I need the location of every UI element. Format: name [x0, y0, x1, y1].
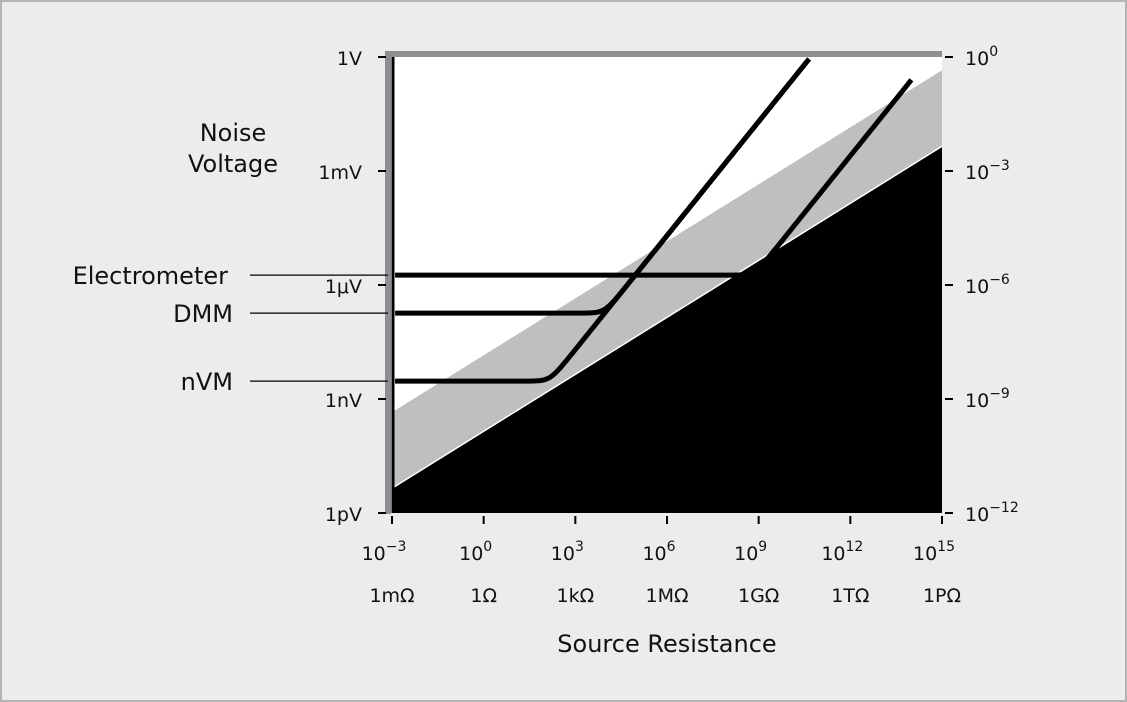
x-tick-label-exponent: 103 — [551, 539, 584, 565]
y-tick-label-right: 10−9 — [965, 386, 1010, 412]
left-axis-bar — [385, 51, 391, 514]
black-noise-floor-region — [392, 146, 942, 514]
y-axis-label-line1: Noise — [200, 119, 267, 147]
series-label-nvm: nVM — [181, 368, 233, 396]
x-tick-label-exponent: 109 — [734, 539, 767, 565]
y-tick-label-right: 10−6 — [965, 272, 1010, 298]
x-tick-label-exponent: 106 — [642, 539, 675, 565]
x-tick-label-resistance: 1kΩ — [557, 585, 595, 607]
x-tick-label-resistance: 1Ω — [470, 585, 497, 607]
x-tick-label-resistance: 1TΩ — [831, 585, 869, 607]
x-tick-label-resistance: 1PΩ — [923, 585, 961, 607]
y-tick-label-right: 10−3 — [965, 158, 1010, 184]
x-tick-label-exponent: 100 — [459, 539, 492, 565]
top-border — [388, 51, 942, 57]
series-label-dmm: DMM — [173, 300, 233, 328]
y-tick-label-left: 1V — [337, 48, 362, 70]
curve-nvm — [394, 57, 812, 384]
x-tick-label-resistance: 1MΩ — [645, 585, 688, 607]
x-tick-label-exponent: 1012 — [821, 539, 863, 565]
y-tick-label-left: 1μV — [325, 276, 362, 298]
x-tick-label-resistance: 1mΩ — [369, 585, 414, 607]
y-axis-label-line2: Voltage — [188, 150, 278, 178]
y-tick-label-right: 10−12 — [965, 500, 1019, 526]
x-tick-label-resistance: 1GΩ — [738, 585, 779, 607]
y-tick-label-left: 1pV — [325, 504, 362, 526]
region-divider — [391, 145, 943, 489]
x-tick-label-exponent: 1015 — [913, 539, 955, 565]
y-tick-label-left: 1nV — [325, 390, 362, 412]
curve-electrometer — [394, 78, 914, 278]
x-tick-label-exponent: 10−3 — [362, 539, 407, 565]
x-axis-label: Source Resistance — [557, 630, 776, 658]
y-tick-label-right: 100 — [965, 44, 998, 70]
series-label-electrometer: Electrometer — [73, 262, 229, 290]
y-tick-label-left: 1mV — [318, 162, 362, 184]
